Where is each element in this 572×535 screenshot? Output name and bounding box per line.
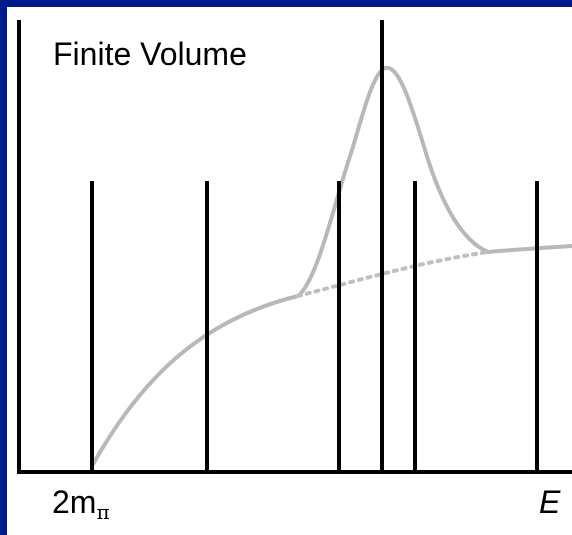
continuum-curve [90,294,300,468]
threshold-label-subscript: π [96,500,110,524]
threshold-label-text: 2m [52,484,97,520]
threshold-label: 2mπ [52,484,110,524]
diagram-title: Finite Volume [53,36,247,72]
energy-axis-label: E [539,484,561,520]
background-dotted-curve [296,250,490,298]
